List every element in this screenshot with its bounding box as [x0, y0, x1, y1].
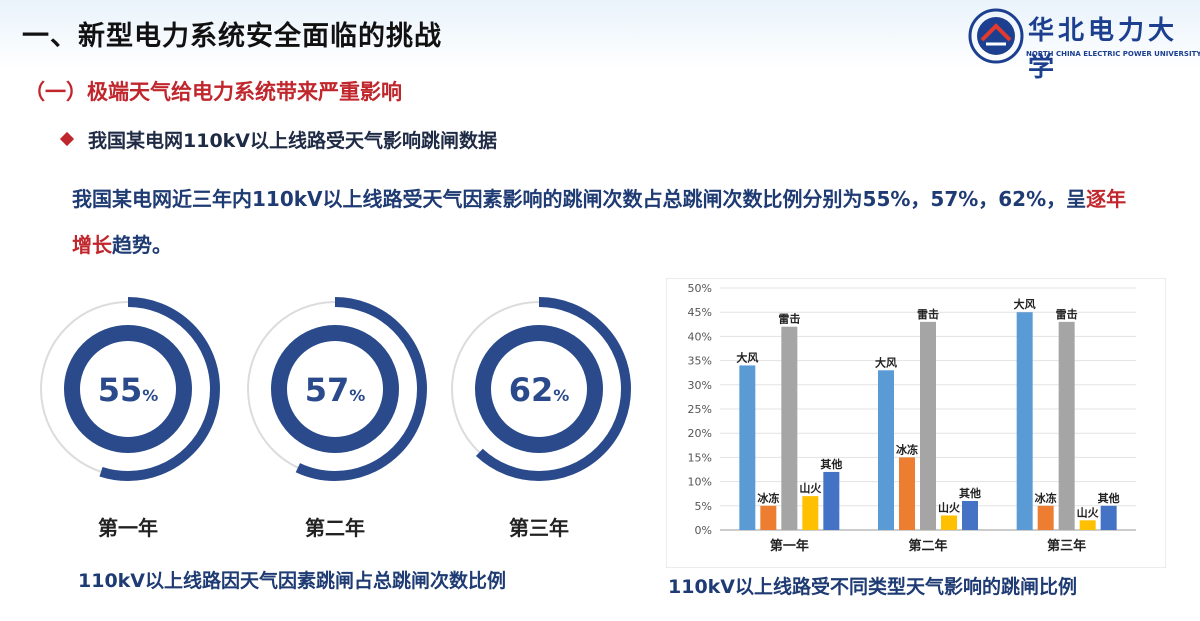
y-tick-label: 35% — [688, 355, 712, 368]
bar-雷击 — [920, 321, 936, 530]
bar-大风 — [878, 370, 894, 530]
donut-value-label: 57% — [305, 371, 366, 409]
y-tick-label: 50% — [688, 282, 712, 295]
donut-value-label: 62% — [509, 371, 570, 409]
bar-雷击 — [1058, 321, 1075, 530]
bar-其他 — [1100, 505, 1117, 530]
bar-其他 — [962, 500, 978, 530]
y-tick-label: 5% — [695, 500, 712, 513]
donut-progress-arc — [447, 297, 631, 481]
x-category-label: 第三年 — [1047, 538, 1086, 554]
donut-chart-year1: 55% — [33, 294, 223, 484]
university-logo: 华北电力大学 NORTH CHINA ELECTRIC POWER UNIVER… — [968, 8, 1200, 83]
bar-冰冻 — [760, 505, 777, 530]
y-tick-label: 45% — [688, 306, 712, 319]
y-tick-label: 20% — [688, 427, 712, 440]
y-tick-label: 0% — [695, 524, 712, 537]
bullet-text: 我国某电网110kV以上线路受天气影响跳闸数据 — [88, 130, 498, 152]
donut-caption: 110kV以上线路因天气因素跳闸占总跳闸次数比例 — [78, 570, 507, 592]
donut-inner-ring — [64, 325, 192, 453]
description-text-2: 趋势。 — [112, 233, 172, 257]
bar-山火 — [1079, 520, 1096, 530]
bar-其他 — [823, 471, 840, 530]
bar-山火 — [802, 496, 819, 530]
bar-冰冻 — [1037, 505, 1054, 530]
donut-chart-year2: 57% — [240, 294, 430, 484]
bar-series-label: 大风 — [875, 355, 897, 369]
y-tick-label: 10% — [688, 476, 712, 489]
y-tick-label: 30% — [688, 379, 712, 392]
weather-bar-chart: 0%5%10%15%20%25%30%35%40%45%50%大风冰冻雷击山火其… — [666, 278, 1166, 568]
bar-series-label: 其他 — [959, 486, 981, 500]
description-highlight: 逐年增长 — [72, 187, 1127, 257]
x-category-label: 第一年 — [770, 538, 809, 554]
bar-series-label: 雷击 — [1056, 307, 1078, 321]
bar-series-label: 山火 — [1077, 505, 1100, 519]
y-tick-label: 40% — [688, 330, 712, 343]
bar-series-label: 大风 — [1014, 297, 1036, 311]
bar-series-label: 山火 — [938, 500, 961, 514]
bar-series-label: 冰冻 — [1035, 491, 1057, 505]
diamond-bullet-icon — [59, 131, 75, 147]
donut-chart-year3: 62% — [444, 294, 634, 484]
donut-label-year3: 第三年 — [509, 516, 569, 540]
logo-english-name: NORTH CHINA ELECTRIC POWER UNIVERSITY — [1026, 50, 1200, 58]
bar-series-label: 冰冻 — [757, 491, 779, 505]
donut-label-year1: 第一年 — [98, 516, 158, 540]
bar-冰冻 — [899, 457, 915, 530]
donut-progress-arc — [36, 297, 220, 481]
y-tick-label: 25% — [688, 403, 712, 416]
donut-inner-ring — [271, 325, 399, 453]
bar-series-label: 雷击 — [778, 312, 800, 326]
donut-value-label: 55% — [98, 371, 159, 409]
bar-series-label: 其他 — [820, 457, 842, 471]
bar-series-label: 其他 — [1098, 491, 1120, 505]
bar-chart-caption: 110kV以上线路受不同类型天气影响的跳闸比例 — [668, 576, 1078, 598]
emblem-icon — [968, 8, 1024, 64]
bar-山火 — [941, 515, 957, 530]
bar-series-label: 冰冻 — [896, 442, 918, 456]
description-text-1: 我国某电网近三年内110kV以上线路受天气因素影响的跳闸次数占总跳闸次数比例分别… — [72, 187, 1087, 211]
bar-雷击 — [781, 326, 798, 530]
donut-progress-arc — [243, 297, 427, 481]
bar-大风 — [1016, 312, 1033, 530]
donut-label-year2: 第二年 — [305, 516, 365, 540]
bar-series-label: 大风 — [736, 350, 758, 364]
bar-series-label: 山火 — [799, 481, 822, 495]
bar-series-label: 雷击 — [917, 307, 939, 321]
logo-chinese-name: 华北电力大学 — [1028, 16, 1179, 83]
y-tick-label: 15% — [688, 451, 712, 464]
bullet-heading: 我国某电网110kV以上线路受天气影响跳闸数据 — [59, 126, 498, 153]
section-title: （一）极端天气给电力系统带来严重影响 — [24, 80, 402, 104]
description-paragraph: 我国某电网近三年内110kV以上线路受天气因素影响的跳闸次数占总跳闸次数比例分别… — [72, 176, 1132, 268]
page-title: 一、新型电力系统安全面临的挑战 — [22, 21, 442, 52]
bar-大风 — [739, 365, 756, 530]
donut-inner-ring — [475, 325, 603, 453]
x-category-label: 第二年 — [908, 538, 947, 554]
